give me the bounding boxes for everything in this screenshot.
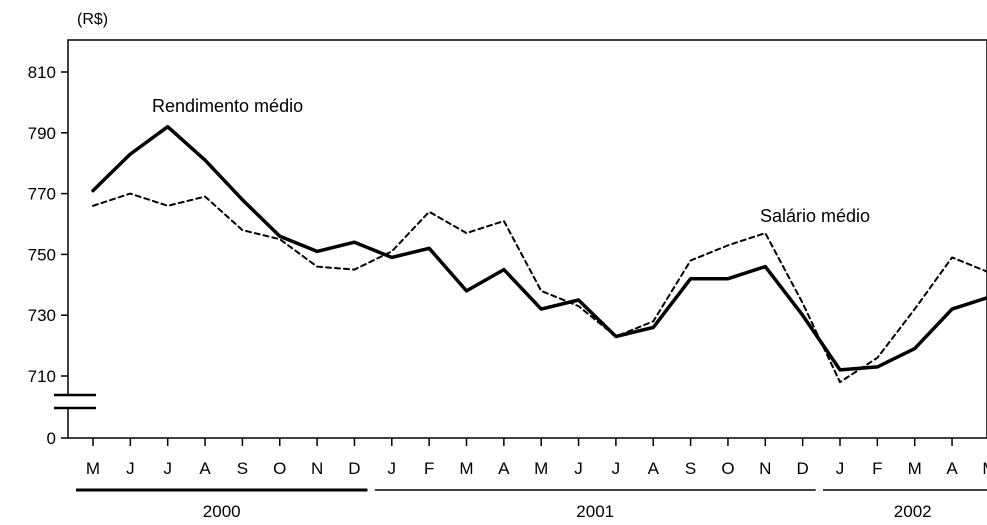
year-label: 2002 bbox=[894, 502, 932, 521]
y-tick-label: 810 bbox=[28, 63, 56, 82]
year-label: 2001 bbox=[576, 502, 614, 521]
plot-frame bbox=[67, 39, 987, 439]
x-tick-label: M bbox=[459, 459, 473, 478]
series-label-salario-medio: Salário médio bbox=[760, 206, 870, 226]
x-tick-label: J bbox=[163, 459, 172, 478]
x-tick-label: M bbox=[908, 459, 922, 478]
x-axis: MJJASONDJFMAMJJASONDJFMAM bbox=[86, 438, 987, 478]
x-tick-label: J bbox=[574, 459, 583, 478]
x-tick-label: D bbox=[797, 459, 809, 478]
x-tick-label: A bbox=[199, 459, 211, 478]
x-tick-label: O bbox=[721, 459, 734, 478]
x-tick-label: O bbox=[273, 459, 286, 478]
y-tick-label: 710 bbox=[28, 367, 56, 386]
y-tick-label: 750 bbox=[28, 245, 56, 264]
unit-label: (R$) bbox=[77, 11, 108, 28]
series-line-salario-medio bbox=[92, 192, 987, 384]
year-label: 2000 bbox=[203, 502, 241, 521]
series-line-rendimento-medio bbox=[91, 124, 987, 372]
x-tick-label: D bbox=[348, 459, 360, 478]
x-tick-label: M bbox=[86, 459, 100, 478]
y-tick-label: 770 bbox=[28, 185, 56, 204]
axis-break-gap bbox=[65, 395, 71, 408]
series-label-rendimento-medio: Rendimento médio bbox=[152, 96, 303, 116]
x-tick-label: J bbox=[126, 459, 135, 478]
x-tick-label: S bbox=[685, 459, 696, 478]
series-labels: Rendimento médio Salário médio bbox=[152, 96, 870, 226]
axis-break-marker bbox=[54, 393, 96, 410]
x-tick-label: A bbox=[946, 459, 958, 478]
x-tick-label: A bbox=[498, 459, 510, 478]
y-tick-label: 0 bbox=[47, 429, 56, 448]
x-tick-label: J bbox=[388, 459, 397, 478]
y-tick-label: 790 bbox=[28, 124, 56, 143]
x-tick-label: S bbox=[237, 459, 248, 478]
y-axis: 0 710 730 750 770 790 810 bbox=[28, 63, 68, 448]
x-tick-label: A bbox=[648, 459, 660, 478]
x-tick-label: J bbox=[612, 459, 621, 478]
x-tick-label: F bbox=[424, 459, 434, 478]
x-tick-label: M bbox=[534, 459, 548, 478]
series-layer bbox=[91, 124, 987, 384]
y-tick-label: 730 bbox=[28, 306, 56, 325]
x-tick-label: N bbox=[759, 459, 771, 478]
year-groups: 2000 2001 2002 bbox=[76, 488, 987, 521]
x-tick-label: J bbox=[836, 459, 845, 478]
x-tick-label: M bbox=[982, 459, 987, 478]
x-tick-label: F bbox=[872, 459, 882, 478]
x-tick-label: N bbox=[311, 459, 323, 478]
